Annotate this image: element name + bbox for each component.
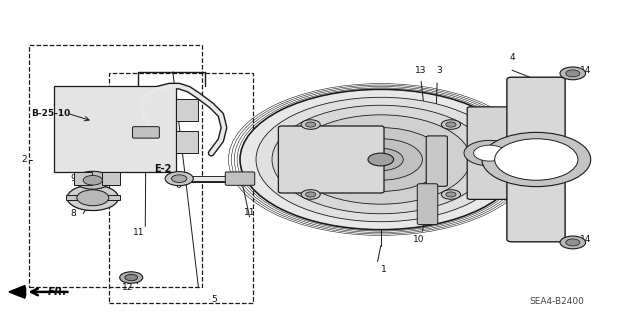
Text: 11: 11 bbox=[244, 208, 255, 217]
Text: 9: 9 bbox=[71, 174, 76, 183]
Text: 12: 12 bbox=[122, 283, 134, 292]
Bar bbox=[102, 172, 120, 185]
Text: 3: 3 bbox=[436, 66, 442, 75]
Circle shape bbox=[482, 132, 591, 187]
Circle shape bbox=[566, 70, 580, 77]
Bar bbox=[29, 45, 202, 287]
Text: 5: 5 bbox=[212, 295, 217, 304]
Circle shape bbox=[291, 115, 470, 204]
Bar bbox=[176, 99, 198, 121]
Bar bbox=[74, 172, 92, 185]
FancyBboxPatch shape bbox=[417, 184, 438, 225]
Circle shape bbox=[560, 236, 586, 249]
Text: 4: 4 bbox=[509, 53, 515, 62]
Circle shape bbox=[77, 190, 109, 206]
Bar bbox=[54, 86, 176, 172]
Text: E-2: E-2 bbox=[154, 164, 172, 174]
Text: 1: 1 bbox=[381, 265, 387, 274]
Circle shape bbox=[272, 105, 490, 214]
Circle shape bbox=[172, 175, 187, 182]
Circle shape bbox=[75, 171, 111, 189]
Text: SEA4-B2400: SEA4-B2400 bbox=[529, 297, 584, 306]
Circle shape bbox=[301, 190, 320, 199]
Text: 7: 7 bbox=[485, 123, 490, 132]
Text: 6: 6 bbox=[175, 181, 180, 189]
Circle shape bbox=[339, 139, 422, 180]
Circle shape bbox=[474, 145, 506, 161]
Circle shape bbox=[368, 153, 394, 166]
Text: B-25-10: B-25-10 bbox=[31, 109, 70, 118]
Bar bbox=[66, 195, 120, 200]
Circle shape bbox=[442, 120, 461, 129]
Circle shape bbox=[305, 192, 316, 197]
Circle shape bbox=[560, 67, 586, 80]
Circle shape bbox=[83, 175, 102, 185]
Circle shape bbox=[566, 239, 580, 246]
Circle shape bbox=[446, 192, 456, 197]
FancyBboxPatch shape bbox=[507, 77, 565, 242]
Circle shape bbox=[120, 272, 143, 283]
Text: 14: 14 bbox=[580, 66, 591, 75]
Circle shape bbox=[358, 148, 403, 171]
Circle shape bbox=[67, 185, 118, 211]
FancyBboxPatch shape bbox=[426, 136, 447, 186]
FancyBboxPatch shape bbox=[225, 172, 255, 185]
Circle shape bbox=[446, 122, 456, 127]
Bar bbox=[109, 73, 253, 303]
Circle shape bbox=[240, 89, 522, 230]
Circle shape bbox=[165, 172, 193, 186]
Circle shape bbox=[442, 190, 461, 199]
Text: 10: 10 bbox=[413, 235, 425, 244]
FancyArrow shape bbox=[9, 286, 26, 298]
Circle shape bbox=[301, 120, 320, 129]
Text: 8: 8 bbox=[71, 209, 76, 218]
Circle shape bbox=[305, 122, 316, 127]
Bar bbox=[176, 131, 198, 153]
Circle shape bbox=[317, 128, 445, 191]
Circle shape bbox=[125, 274, 138, 281]
Circle shape bbox=[464, 140, 515, 166]
Text: 2: 2 bbox=[22, 155, 27, 164]
Text: FR.: FR. bbox=[48, 287, 67, 297]
FancyBboxPatch shape bbox=[278, 126, 384, 193]
Text: 14: 14 bbox=[580, 235, 591, 244]
Text: 11: 11 bbox=[133, 228, 145, 237]
Circle shape bbox=[495, 139, 578, 180]
FancyBboxPatch shape bbox=[467, 107, 512, 199]
Text: 13: 13 bbox=[415, 66, 427, 75]
Circle shape bbox=[256, 97, 506, 222]
FancyBboxPatch shape bbox=[132, 127, 159, 138]
